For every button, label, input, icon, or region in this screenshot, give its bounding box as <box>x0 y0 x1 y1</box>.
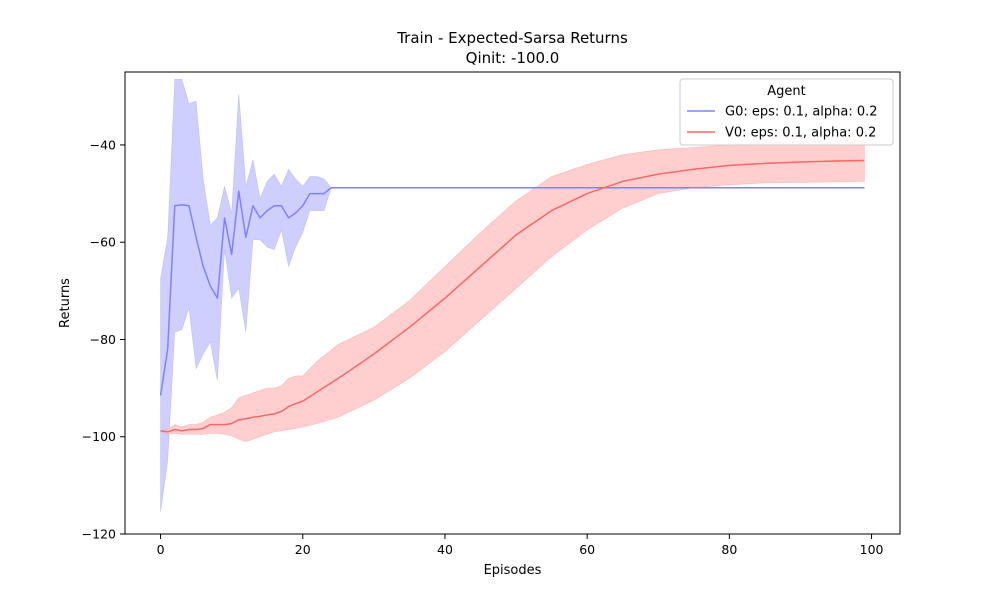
x-tick-label: 80 <box>721 542 737 557</box>
plot-area <box>159 78 865 513</box>
y-tick-label: −60 <box>90 235 116 250</box>
x-tick-label: 40 <box>437 542 453 557</box>
legend-label-v0: V0: eps: 0.1, alpha: 0.2 <box>725 126 876 141</box>
x-axis-label: Episodes <box>484 563 542 578</box>
x-tick-label: 60 <box>579 542 595 557</box>
y-tick-label: −120 <box>82 527 116 542</box>
legend-title: Agent <box>767 84 805 99</box>
x-tick-label: 0 <box>157 542 165 557</box>
y-axis: −120 −100 −80 −60 −40 <box>82 137 125 542</box>
series-g0-line <box>159 186 865 396</box>
legend-label-g0: G0: eps: 0.1, alpha: 0.2 <box>725 105 878 120</box>
axes-frame <box>124 71 901 535</box>
y-tick-label: −80 <box>90 332 116 347</box>
y-axis-label: Returns <box>58 278 73 328</box>
x-axis: 0 20 40 60 80 100 <box>157 534 884 557</box>
chart-title: Train - Expected-Sarsa Returns <box>396 29 628 47</box>
legend: Agent G0: eps: 0.1, alpha: 0.2 V0: eps: … <box>679 78 894 146</box>
x-tick-label: 100 <box>860 542 884 557</box>
series-v0-line <box>160 159 865 433</box>
x-tick-label: 20 <box>295 542 311 557</box>
chart-subtitle: Qinit: -100.0 <box>466 49 560 67</box>
y-tick-label: −100 <box>82 429 116 444</box>
legend-box <box>679 78 894 146</box>
y-tick-label: −40 <box>90 137 116 152</box>
